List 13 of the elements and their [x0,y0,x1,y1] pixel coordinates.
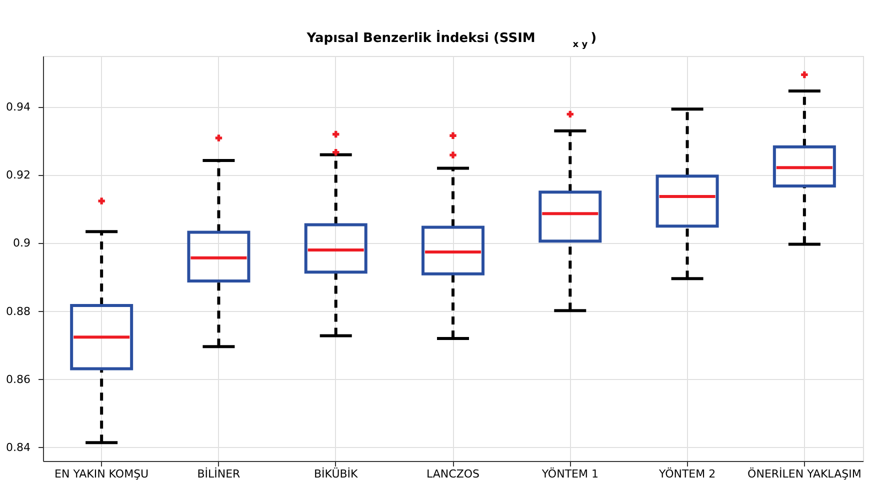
y-tick-label: 0.92 [6,168,30,182]
y-tick-label: 0.9 [13,236,30,250]
x-tick-label: BİLİNER [197,466,241,480]
x-tick-label: LANCZOS [426,468,480,480]
y-tick-label: 0.86 [6,372,30,386]
x-tick-label: YÖNTEM 2 [658,466,716,480]
x-tick-label: ÖNERİLEN YAKLAŞIM [748,466,862,480]
y-tick-label: 0.94 [6,100,30,114]
y-tick-label: 0.84 [6,440,30,454]
x-tick-label: YÖNTEM 1 [540,466,598,480]
x-tick-label: EN YAKIN KOMŞU [54,468,149,480]
x-tick-label: BİKÜBİK [314,466,359,480]
y-tick-label: 0.88 [6,304,30,318]
